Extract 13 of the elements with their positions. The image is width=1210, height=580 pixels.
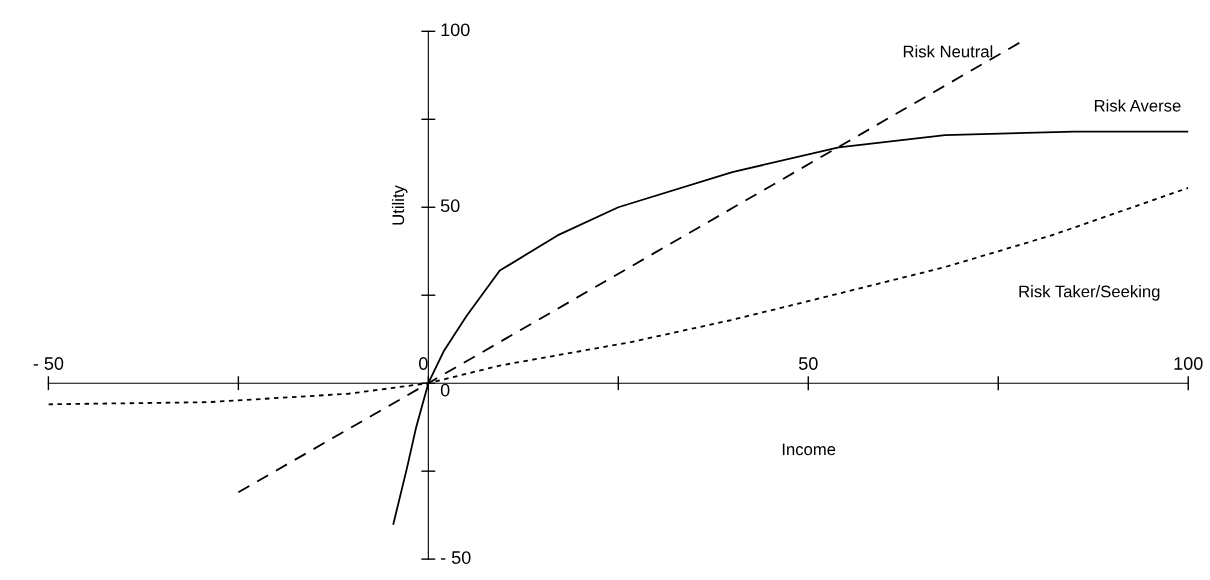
series-label: Risk Averse	[1094, 99, 1181, 112]
series-label: Risk Neutral	[903, 45, 993, 58]
x-tick-label: - 50	[33, 357, 64, 370]
y-axis-title: Utility	[391, 185, 408, 225]
x-tick-label: 100	[1174, 357, 1203, 370]
y-tick-label: 100	[441, 23, 470, 37]
y-tick-label: - 50	[440, 551, 471, 564]
x-axis-title: Income	[782, 443, 836, 456]
x-tick-label: 0	[419, 357, 428, 370]
y-tick-label: 0	[440, 383, 450, 397]
x-tick-label: 50	[798, 357, 818, 370]
text: Risk Taker/Seeking	[1019, 285, 1160, 301]
y-tick-label: 50	[440, 199, 460, 213]
